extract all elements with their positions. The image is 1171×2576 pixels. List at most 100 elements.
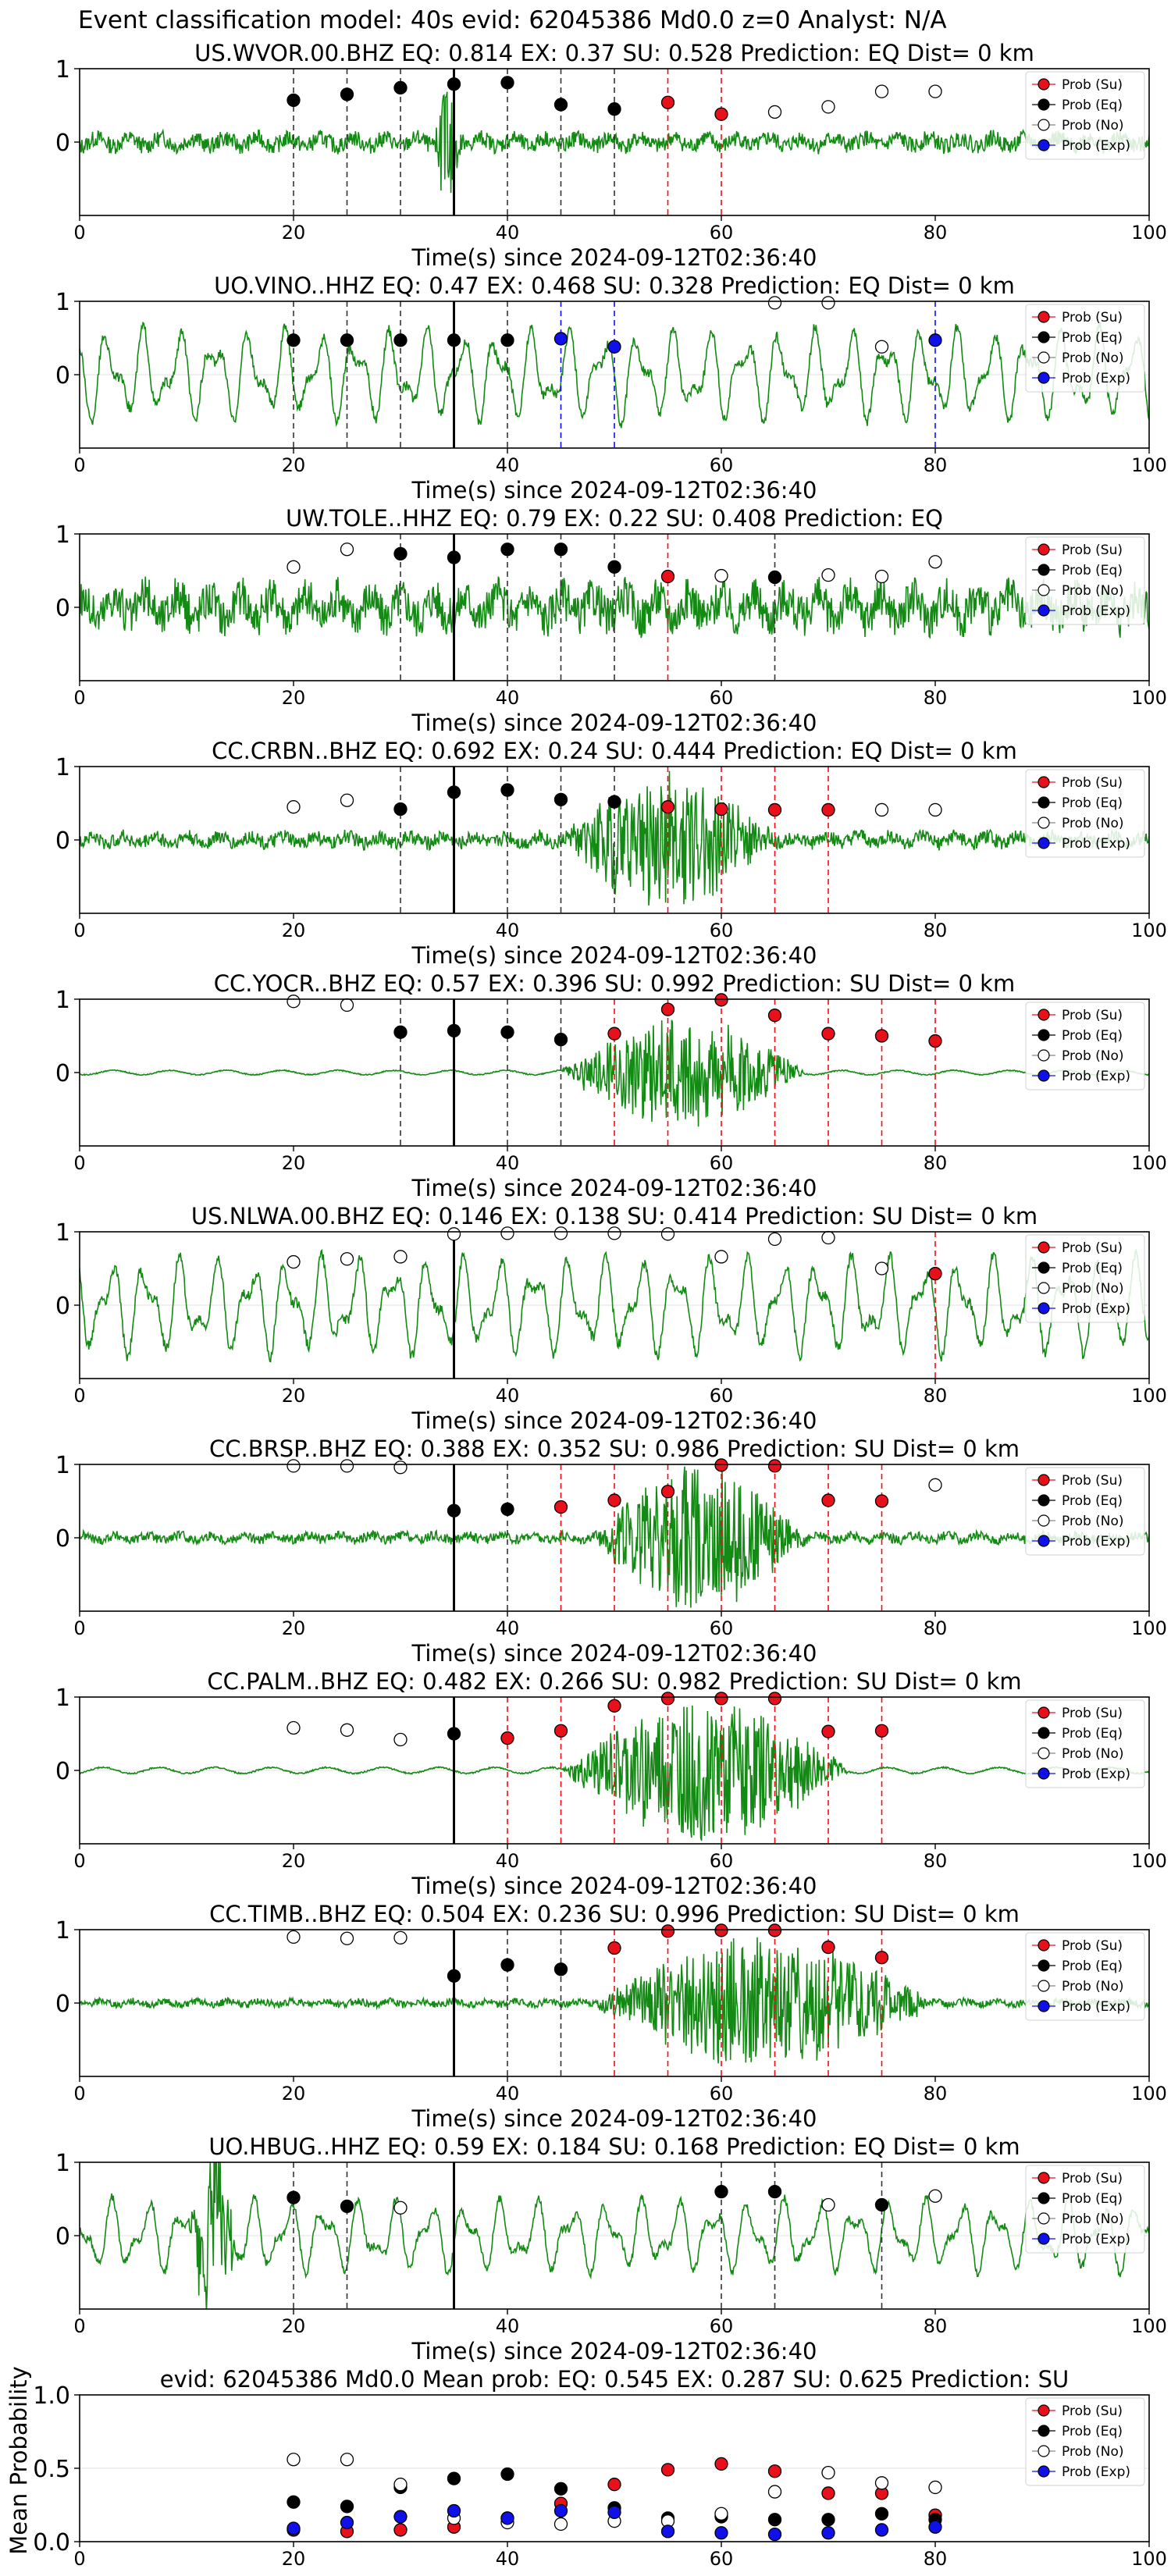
legend-box: [1025, 71, 1145, 160]
prob-point-no: [287, 2453, 301, 2467]
x-tick-label: 60: [710, 2548, 734, 2570]
legend-label: Prob (No): [1062, 2211, 1124, 2227]
prob-point-no: [287, 1720, 301, 1735]
x-tick-label: 100: [1131, 2083, 1167, 2105]
prob-point-eq: [340, 87, 354, 101]
legend-label: Prob (No): [1062, 1979, 1124, 1994]
panel-7: CC.PALM..BHZ EQ: 0.482 EX: 0.266 SU: 0.9…: [55, 1668, 1167, 1899]
prob-point-no: [928, 84, 942, 98]
prob-point-eq: [447, 1969, 461, 1983]
prob-point-eq: [500, 1958, 514, 1972]
prob-point-eq: [767, 570, 782, 585]
y-tick-label: 0: [55, 827, 70, 855]
legend-swatch: [1038, 2000, 1050, 2012]
panel-title: US.NLWA.00.BHZ EQ: 0.146 EX: 0.138 SU: 0…: [191, 1203, 1038, 1229]
legend-box: [1025, 304, 1145, 393]
waveform-trace: [80, 2162, 1149, 2309]
prob-point-su: [553, 1500, 568, 1514]
prob-point-no: [874, 1261, 889, 1276]
x-tick-label: 100: [1131, 1850, 1167, 1872]
prob-point-eq: [447, 1727, 461, 1741]
x-tick-label: 0: [73, 1152, 85, 1174]
prob-point-no: [393, 2201, 408, 2215]
legend-swatch: [1038, 604, 1050, 617]
prob-point-su: [714, 107, 728, 121]
legend-label: Prob (No): [1062, 1281, 1124, 1297]
x-tick-label: 40: [496, 2083, 520, 2105]
legend-box: [1025, 1467, 1145, 1556]
prob-point-exp: [607, 2505, 621, 2520]
prob-point-exp: [447, 2503, 461, 2518]
prob-point-no: [607, 1226, 621, 1240]
prob-point-su: [767, 2464, 782, 2478]
prob-point-exp: [874, 2523, 889, 2537]
prob-point-no: [821, 1230, 835, 1245]
x-tick-label: 0: [73, 2548, 85, 2570]
legend-swatch: [1038, 1767, 1050, 1780]
prob-point-exp: [928, 333, 942, 347]
legend-label: Prob (Su): [1062, 77, 1123, 93]
legend-label: Prob (Eq): [1062, 2424, 1123, 2439]
x-tick-label: 0: [73, 1617, 85, 1639]
prob-point-su: [660, 2463, 675, 2477]
prob-point-eq: [874, 2507, 889, 2521]
prob-point-eq: [767, 2513, 782, 2527]
y-tick-label: 1: [55, 289, 70, 316]
legend-swatch: [1038, 584, 1050, 596]
legend-box: [1025, 1234, 1145, 1323]
legend-label: Prob (Exp): [1062, 1767, 1130, 1782]
panel-1: UO.VINO..HHZ EQ: 0.47 EX: 0.468 SU: 0.32…: [55, 272, 1167, 503]
panel-0: US.WVOR.00.BHZ EQ: 0.814 EX: 0.37 SU: 0.…: [55, 40, 1167, 271]
legend-label: Prob (Exp): [1062, 836, 1130, 852]
legend-swatch: [1038, 119, 1050, 131]
x-tick-label: 40: [496, 920, 520, 941]
prob-point-no: [553, 2517, 568, 2532]
x-tick-label: 60: [710, 222, 734, 244]
prob-point-no: [340, 793, 354, 807]
x-tick-label: 80: [924, 1385, 948, 1407]
x-tick-label: 80: [924, 454, 948, 476]
prob-point-su: [767, 1923, 782, 1937]
legend-swatch: [1038, 1706, 1050, 1719]
prob-point-no: [393, 1461, 408, 1475]
legend-swatch: [1038, 331, 1050, 343]
prob-point-no: [767, 296, 782, 310]
prob-point-no: [928, 2480, 942, 2495]
legend-label: Prob (Exp): [1062, 1301, 1130, 1317]
y-tick-label: 1: [55, 521, 70, 549]
panel-title: CC.TIMB..BHZ EQ: 0.504 EX: 0.236 SU: 0.9…: [209, 1901, 1020, 1927]
waveform-trace: [80, 1248, 1149, 1363]
prob-point-su: [821, 2486, 835, 2500]
prob-point-eq: [287, 333, 301, 347]
x-tick-label: 80: [924, 2548, 948, 2570]
x-tick-label: 60: [710, 1152, 734, 1174]
y-tick-label: 0: [55, 130, 70, 157]
x-tick-label: 20: [282, 2083, 306, 2105]
legend-label: Prob (No): [1062, 1514, 1124, 1529]
legend-label: Prob (Eq): [1062, 1028, 1123, 1044]
prob-point-no: [767, 1232, 782, 1247]
x-tick-label: 20: [282, 687, 306, 709]
legend-label: Prob (Exp): [1062, 1534, 1130, 1550]
legend-label: Prob (Eq): [1062, 563, 1123, 578]
prob-point-eq: [393, 1025, 408, 1039]
waveform-trace: [80, 770, 1149, 906]
legend-swatch: [1038, 1261, 1050, 1274]
x-axis-label: Time(s) since 2024-09-12T02:36:40: [411, 2105, 817, 2132]
prob-point-su: [821, 1026, 835, 1041]
legend-label: Prob (Eq): [1062, 1493, 1123, 1509]
legend-swatch: [1038, 776, 1050, 788]
prob-point-no: [393, 2478, 408, 2492]
legend-label: Prob (Su): [1062, 1473, 1123, 1489]
legend-swatch: [1038, 817, 1050, 829]
y-tick-label: 0.5: [33, 2456, 70, 2483]
legend-label: Prob (Eq): [1062, 98, 1123, 113]
x-tick-label: 100: [1131, 920, 1167, 941]
legend-label: Prob (No): [1062, 2444, 1124, 2460]
legend-box: [1025, 1002, 1145, 1091]
prob-point-no: [767, 2485, 782, 2499]
prob-point-exp: [340, 2515, 354, 2530]
legend-swatch: [1038, 564, 1050, 576]
legend-label: Prob (Su): [1062, 775, 1123, 791]
prob-point-no: [287, 800, 301, 814]
